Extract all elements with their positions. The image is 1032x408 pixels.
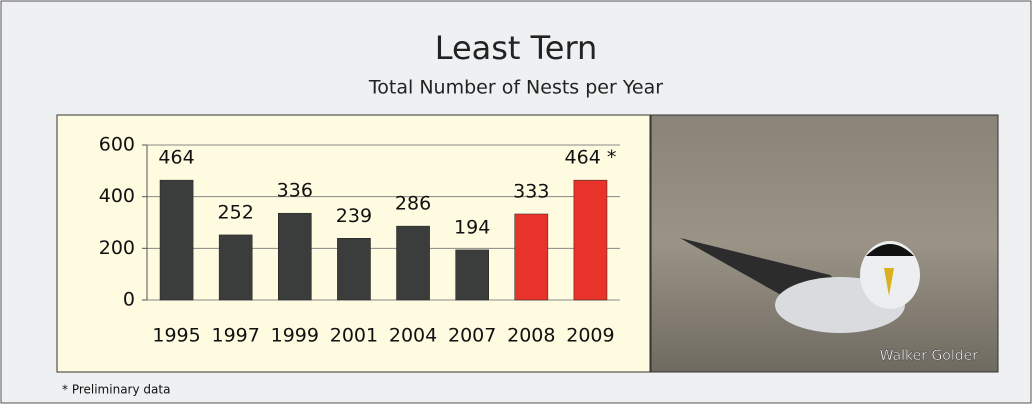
x-tick-label: 1999 bbox=[271, 325, 319, 347]
y-tick-label: 0 bbox=[123, 289, 135, 311]
value-label: 252 bbox=[218, 201, 254, 223]
bar bbox=[337, 238, 370, 300]
x-tick-label: 2004 bbox=[389, 325, 437, 347]
value-label: 464 * bbox=[565, 147, 617, 169]
value-label: 336 bbox=[277, 180, 313, 202]
bar bbox=[456, 250, 489, 300]
chart-subtitle: Total Number of Nests per Year bbox=[368, 77, 663, 99]
x-tick-label: 1997 bbox=[212, 325, 260, 347]
x-tick-label: 2007 bbox=[448, 325, 496, 347]
y-tick-label: 600 bbox=[99, 134, 135, 156]
bar bbox=[515, 214, 548, 300]
bar bbox=[160, 180, 193, 300]
value-label: 286 bbox=[395, 193, 431, 215]
bar bbox=[574, 180, 607, 300]
value-label: 194 bbox=[454, 216, 490, 238]
y-tick-label: 200 bbox=[99, 237, 135, 259]
page: Least Tern Total Number of Nests per Yea… bbox=[0, 0, 1032, 404]
x-tick-label: 1995 bbox=[152, 325, 200, 347]
bar bbox=[219, 235, 252, 300]
chart-title: Least Tern bbox=[435, 29, 598, 67]
x-tick-label: 2001 bbox=[330, 325, 378, 347]
photo-credit: Walker Golder bbox=[880, 348, 979, 364]
y-tick-label: 400 bbox=[99, 185, 135, 207]
footnote: * Preliminary data bbox=[62, 383, 170, 397]
photo bbox=[651, 115, 998, 372]
value-label: 333 bbox=[513, 180, 549, 202]
x-tick-label: 2009 bbox=[566, 325, 614, 347]
bar bbox=[278, 213, 311, 300]
value-label: 239 bbox=[336, 205, 372, 227]
bar bbox=[397, 226, 430, 300]
photo-background bbox=[651, 115, 998, 372]
x-tick-label: 2008 bbox=[507, 325, 555, 347]
value-label: 464 bbox=[158, 147, 194, 169]
